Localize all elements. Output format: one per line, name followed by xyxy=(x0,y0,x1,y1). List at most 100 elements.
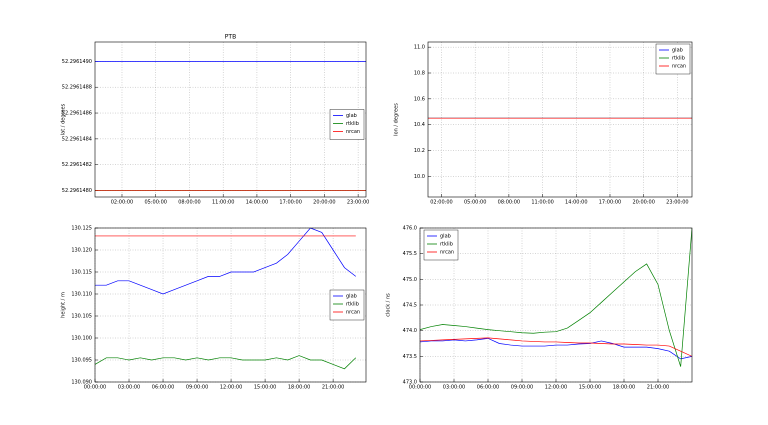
y-tick-label: 130.110 xyxy=(71,292,92,298)
x-tick-label: 14:00:00 xyxy=(246,200,268,206)
subplot: 130.090 130.095 130.100 130.105 130.110 130.1… xyxy=(61,226,367,391)
y-tick-label: 10.2 xyxy=(414,148,425,154)
legend-label: glab xyxy=(672,48,683,54)
y-tick-label: 52.2961484 xyxy=(62,136,92,142)
series-line xyxy=(420,338,692,360)
x-tick-label: 17:00:00 xyxy=(279,200,301,206)
legend-label: glab xyxy=(440,234,451,240)
x-tick-label: 00:00:00 xyxy=(409,385,431,391)
plot-frame xyxy=(419,227,693,383)
x-tick-label: 21:00:00 xyxy=(647,385,669,391)
x-tick-label: 08:00:00 xyxy=(178,200,200,206)
x-tick-label: 12:00:00 xyxy=(545,385,567,391)
legend-box xyxy=(655,43,691,75)
plot-lines xyxy=(420,228,692,367)
y-tick-label: 52.2961486 xyxy=(62,111,92,117)
y-tick-label: 10.8 xyxy=(414,71,425,77)
x-tick-label: 17:00:00 xyxy=(599,200,621,206)
series-line xyxy=(420,337,692,357)
x-tick-label: 11:00:00 xyxy=(531,200,553,206)
x-tick-label: 05:00:00 xyxy=(144,200,166,206)
series-line xyxy=(420,228,692,367)
chart-title: PTB xyxy=(225,34,236,41)
x-tick-label: 08:00:00 xyxy=(498,200,520,206)
legend: glab rtklib nrcan xyxy=(655,43,691,75)
x-tick-label: 09:00:00 xyxy=(186,385,208,391)
y-tick-label: 10.0 xyxy=(414,174,425,180)
legend-box xyxy=(329,109,365,140)
y-tick-label: 474.5 xyxy=(403,303,417,309)
series-line xyxy=(95,228,357,295)
y-tick-label: 52.2961488 xyxy=(62,85,92,91)
legend-box xyxy=(423,229,459,261)
y-tick-label: 475.0 xyxy=(403,277,417,283)
y-tick-label: 52.2961490 xyxy=(62,59,92,65)
legend-label: nrcan xyxy=(440,250,454,256)
y-tick-label: 130.095 xyxy=(71,358,92,364)
x-tick-label: 21:00:00 xyxy=(322,385,344,391)
plot-lines xyxy=(95,228,357,370)
x-tick-label: 03:00:00 xyxy=(443,385,465,391)
y-tick-label: 130.125 xyxy=(71,226,92,232)
y-tick-label: 52.2961482 xyxy=(62,162,92,168)
legend-label: glab xyxy=(346,113,357,119)
subplot: 473.0 473.5 474.0 474.5 475.0 475.5 476.0 00:00… xyxy=(386,226,693,391)
x-tick-label: 18:00:00 xyxy=(613,385,635,391)
plot-lines xyxy=(95,61,366,191)
y-tick-label: 130.090 xyxy=(71,380,92,386)
y-tick-label: 473.0 xyxy=(403,380,417,386)
plot-area xyxy=(95,228,366,382)
legend-label: nrcan xyxy=(346,310,360,316)
legend-label: rtklib xyxy=(346,121,359,127)
plot-frame xyxy=(94,41,367,198)
x-tick-label: 09:00:00 xyxy=(511,385,533,391)
legend: glab rtklib nrcan xyxy=(423,229,459,261)
x-tick-label: 15:00:00 xyxy=(579,385,601,391)
x-tick-label: 06:00:00 xyxy=(152,385,174,391)
x-tick-label: 05:00:00 xyxy=(464,200,486,206)
x-tick-label: 23:00:00 xyxy=(666,200,688,206)
plot-area xyxy=(428,42,692,197)
y-tick-label: 475.5 xyxy=(403,251,417,257)
legend-box xyxy=(329,289,365,321)
x-tick-label: 02:00:00 xyxy=(111,200,133,206)
x-tick-label: 23:00:00 xyxy=(347,200,369,206)
x-tick-label: 06:00:00 xyxy=(477,385,499,391)
subplot: 52.2961480 52.2961482 52.2961484 52.2961486… xyxy=(61,34,370,206)
y-tick-label: 130.105 xyxy=(71,314,92,320)
x-tick-label: 18:00:00 xyxy=(288,385,310,391)
y-tick-label: 474.0 xyxy=(403,328,417,334)
legend-label: glab xyxy=(346,294,357,300)
y-tick-label: 130.100 xyxy=(71,336,92,342)
legend-label: rtklib xyxy=(672,56,685,62)
y-tick-label: 52.2961480 xyxy=(62,188,92,194)
subplot: 10.0 10.2 10.4 10.6 10.8 11.0 02:00:00 05:00:00… xyxy=(394,41,693,206)
x-tick-label: 02:00:00 xyxy=(430,200,452,206)
legend-label: rtklib xyxy=(440,242,453,248)
y-tick-label: 130.115 xyxy=(71,270,92,276)
y-tick-label: 130.120 xyxy=(71,248,92,254)
x-tick-label: 03:00:00 xyxy=(118,385,140,391)
legend-label: nrcan xyxy=(672,64,686,70)
y-tick-label: 10.6 xyxy=(414,96,425,102)
x-tick-label: 00:00:00 xyxy=(84,385,106,391)
y-axis-label: height / m xyxy=(61,292,67,318)
y-axis-label: lat / degrees xyxy=(61,103,67,135)
x-tick-label: 20:00:00 xyxy=(632,200,654,206)
legend-label: nrcan xyxy=(346,129,360,135)
plot-frame xyxy=(94,227,367,383)
plot-frame xyxy=(427,41,693,198)
y-tick-label: 473.5 xyxy=(403,354,417,360)
y-tick-label: 10.4 xyxy=(414,122,425,128)
y-tick-label: 476.0 xyxy=(403,226,417,232)
legend-label: rtklib xyxy=(346,302,359,308)
x-tick-label: 20:00:00 xyxy=(313,200,335,206)
y-tick-label: 11.0 xyxy=(414,45,425,51)
y-axis-label: clock / ns xyxy=(386,293,392,317)
series-line xyxy=(95,355,357,370)
y-axis-label: lon / degrees xyxy=(394,103,400,136)
x-tick-label: 14:00:00 xyxy=(565,200,587,206)
legend: glab rtklib nrcan xyxy=(329,109,365,140)
legend: glab rtklib nrcan xyxy=(329,289,365,321)
